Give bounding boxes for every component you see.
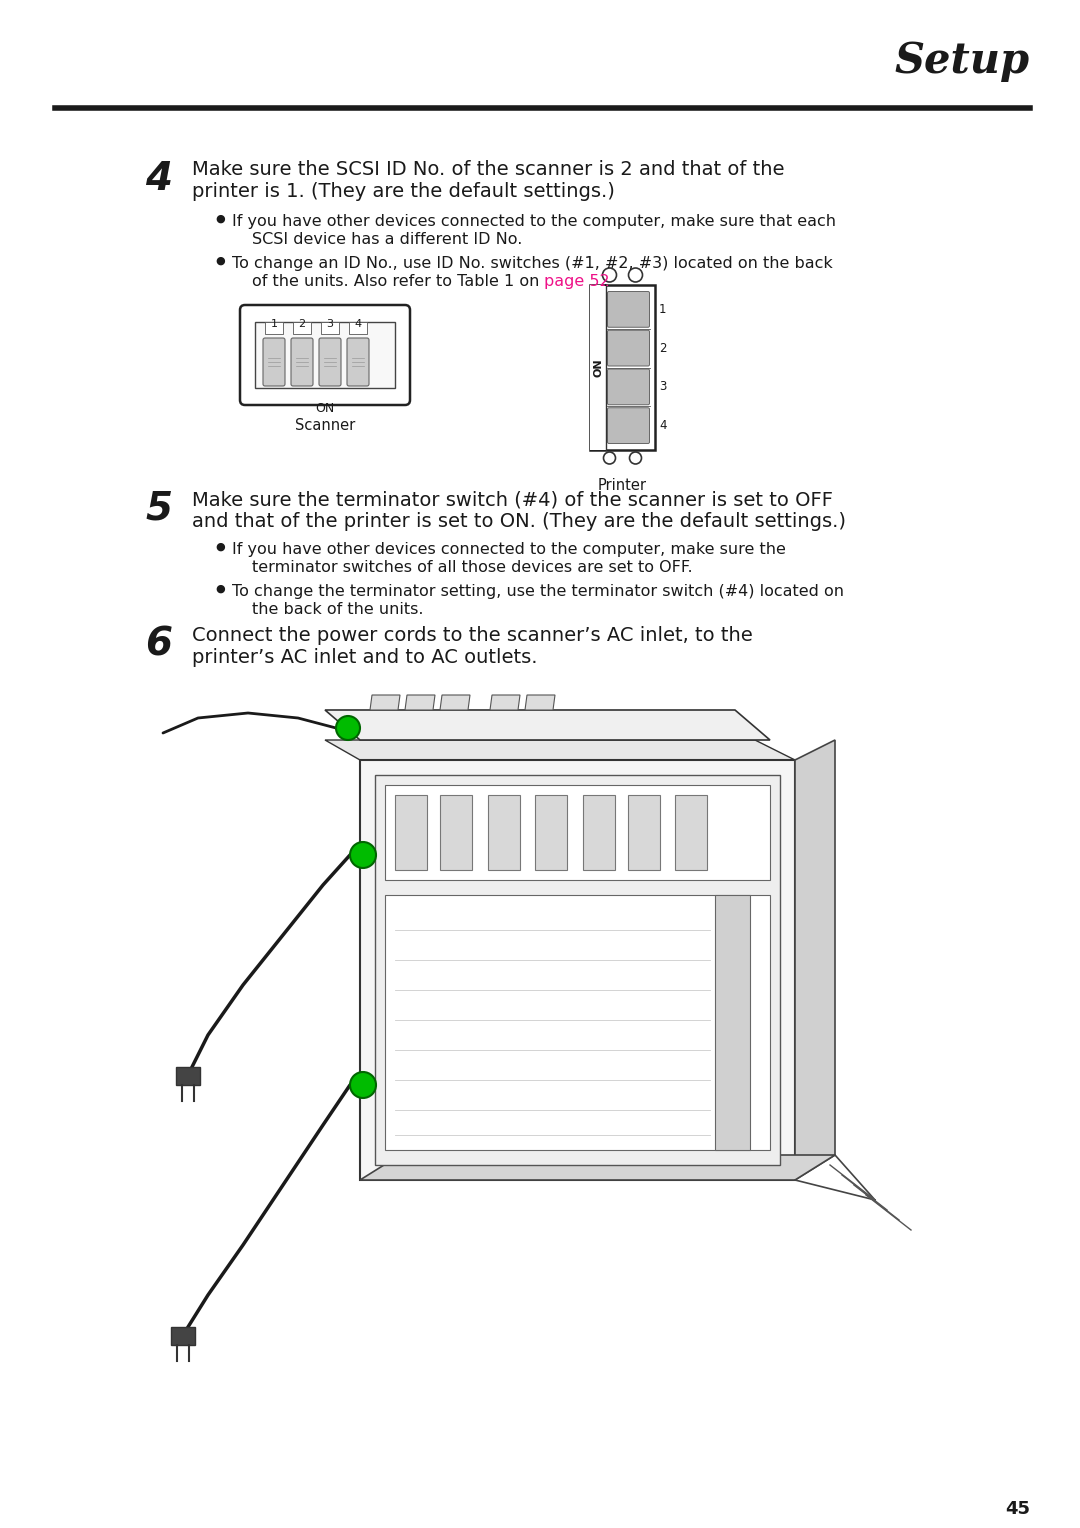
Polygon shape: [627, 795, 660, 869]
Polygon shape: [360, 1155, 835, 1180]
Polygon shape: [490, 695, 519, 711]
Polygon shape: [325, 740, 795, 759]
Polygon shape: [795, 740, 835, 1180]
Polygon shape: [384, 785, 770, 880]
FancyBboxPatch shape: [607, 330, 649, 367]
Text: 4: 4: [659, 419, 666, 432]
Text: 5: 5: [145, 490, 172, 529]
Text: ON: ON: [315, 402, 335, 416]
Polygon shape: [395, 795, 427, 869]
Polygon shape: [384, 895, 770, 1151]
Polygon shape: [525, 695, 555, 711]
Bar: [171, 1326, 195, 1345]
Text: page 52: page 52: [544, 274, 609, 289]
FancyBboxPatch shape: [607, 368, 649, 405]
Text: To change the terminator setting, use the terminator switch (#4) located on: To change the terminator setting, use th…: [232, 584, 843, 599]
Polygon shape: [360, 759, 795, 1180]
Bar: [265, 322, 283, 335]
Text: 3: 3: [326, 319, 334, 329]
Text: 6: 6: [145, 626, 172, 665]
Text: and that of the printer is set to ON. (They are the default settings.): and that of the printer is set to ON. (T…: [192, 512, 846, 532]
Bar: [590, 286, 606, 451]
Bar: [321, 322, 339, 335]
Polygon shape: [370, 695, 400, 711]
Circle shape: [336, 717, 360, 740]
Circle shape: [630, 452, 642, 465]
FancyBboxPatch shape: [607, 292, 649, 327]
Polygon shape: [488, 795, 519, 869]
FancyBboxPatch shape: [291, 338, 313, 387]
Text: the back of the units.: the back of the units.: [252, 602, 423, 617]
Text: printer is 1. (They are the default settings.): printer is 1. (They are the default sett…: [192, 182, 615, 202]
Text: To change an ID No., use ID No. switches (#1, #2, #3) located on the back: To change an ID No., use ID No. switches…: [232, 257, 833, 270]
Bar: [349, 322, 367, 335]
FancyBboxPatch shape: [240, 306, 410, 405]
Text: 1: 1: [270, 319, 278, 329]
Circle shape: [350, 842, 376, 868]
Text: Make sure the terminator switch (#4) of the scanner is set to OFF: Make sure the terminator switch (#4) of …: [192, 490, 833, 509]
Text: printer’s AC inlet and to AC outlets.: printer’s AC inlet and to AC outlets.: [192, 648, 538, 668]
Polygon shape: [440, 695, 470, 711]
Text: SCSI device has a different ID No.: SCSI device has a different ID No.: [252, 232, 523, 248]
Text: Setup: Setup: [895, 40, 1030, 83]
Text: terminator switches of all those devices are set to OFF.: terminator switches of all those devices…: [252, 559, 692, 575]
FancyBboxPatch shape: [347, 338, 369, 387]
FancyBboxPatch shape: [264, 338, 285, 387]
Text: 3: 3: [659, 380, 666, 393]
Text: Make sure the SCSI ID No. of the scanner is 2 and that of the: Make sure the SCSI ID No. of the scanner…: [192, 160, 784, 179]
Bar: [176, 1067, 200, 1085]
Text: of the units. Also refer to Table 1 on: of the units. Also refer to Table 1 on: [252, 274, 544, 289]
Text: Connect the power cords to the scanner’s AC inlet, to the: Connect the power cords to the scanner’s…: [192, 626, 753, 645]
Polygon shape: [405, 695, 435, 711]
Text: Printer: Printer: [598, 478, 647, 494]
Text: ●: ●: [215, 542, 225, 552]
Text: 2: 2: [659, 342, 666, 354]
Text: If you have other devices connected to the computer, make sure the: If you have other devices connected to t…: [232, 542, 786, 558]
Circle shape: [629, 267, 643, 283]
FancyBboxPatch shape: [319, 338, 341, 387]
Text: ●: ●: [215, 257, 225, 266]
Text: 4: 4: [145, 160, 172, 199]
Polygon shape: [535, 795, 567, 869]
Polygon shape: [375, 775, 780, 1164]
Text: ●: ●: [215, 584, 225, 594]
Text: If you have other devices connected to the computer, make sure that each: If you have other devices connected to t…: [232, 214, 836, 229]
Bar: [293, 322, 311, 335]
Text: Scanner: Scanner: [295, 419, 355, 432]
Text: ●: ●: [215, 214, 225, 225]
Bar: [255, 322, 395, 388]
Polygon shape: [583, 795, 615, 869]
FancyBboxPatch shape: [607, 408, 649, 443]
Text: ON: ON: [593, 358, 603, 377]
Text: 4: 4: [354, 319, 362, 329]
Text: 1: 1: [659, 303, 666, 316]
Polygon shape: [715, 895, 750, 1151]
Polygon shape: [675, 795, 707, 869]
Circle shape: [603, 267, 617, 283]
Text: 45: 45: [1005, 1500, 1030, 1517]
Circle shape: [350, 1073, 376, 1099]
Circle shape: [604, 452, 616, 465]
Polygon shape: [325, 711, 770, 740]
Polygon shape: [440, 795, 472, 869]
Bar: [590, 286, 654, 451]
Text: .: .: [602, 274, 607, 289]
Text: 2: 2: [298, 319, 306, 329]
